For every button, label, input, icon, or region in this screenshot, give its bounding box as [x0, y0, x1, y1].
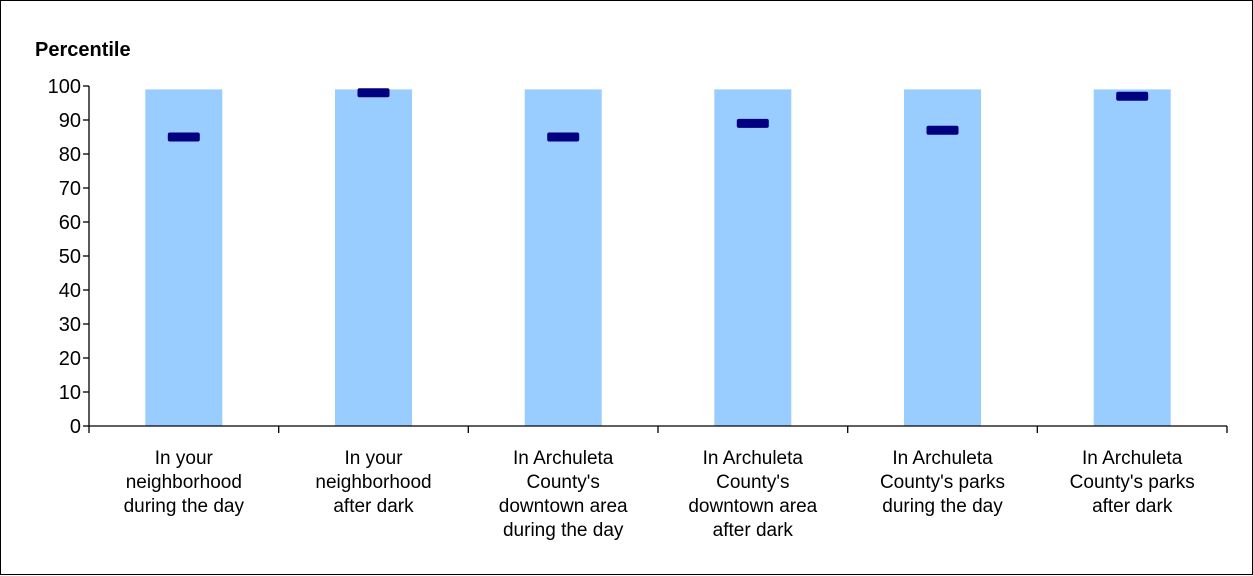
y-tick-label: 50 — [59, 246, 81, 268]
range-bar — [524, 89, 602, 427]
percentile-marker — [167, 132, 200, 142]
axes — [83, 85, 1228, 433]
y-tick-label: 80 — [59, 144, 81, 166]
range-bar — [714, 89, 792, 427]
y-tick-label: 100 — [48, 76, 81, 98]
y-tick-label: 60 — [59, 212, 81, 234]
y-tick-label: 10 — [59, 382, 81, 404]
x-tick-label: In Archuleta County's parks after dark — [1070, 448, 1195, 517]
percentile-marker — [1116, 91, 1149, 101]
y-axis-title: Percentile — [35, 39, 131, 61]
y-tick-label: 30 — [59, 314, 81, 336]
y-tick-label: 70 — [59, 178, 81, 200]
x-tick-label: In Archuleta County's parks during the day — [880, 448, 1005, 517]
range-bar — [145, 89, 223, 427]
percentile-marker — [926, 125, 959, 135]
range-bar — [904, 89, 981, 427]
percentile-marker — [736, 118, 769, 128]
x-tick-label: In your neighborhood after dark — [315, 448, 431, 517]
range-bars — [145, 89, 1171, 427]
x-category-labels: In your neighborhood during the day In your… — [124, 448, 1195, 541]
y-tick-label: 40 — [59, 280, 81, 302]
range-bar — [335, 89, 412, 427]
percentile-marker — [357, 88, 390, 98]
y-tick-label: 0 — [70, 416, 81, 438]
y-tick-label: 20 — [59, 348, 81, 370]
y-tick-label: 90 — [59, 110, 81, 132]
y-tick-labels: 0 10 20 30 40 50 60 70 80 90 100 — [48, 76, 81, 438]
x-tick-label: In your neighborhood during the day — [124, 448, 245, 517]
percentile-markers — [167, 88, 1149, 142]
x-tick-label: In Archuleta County's downtown area during … — [499, 448, 628, 541]
range-bar — [1093, 89, 1171, 427]
percentile-marker — [547, 132, 580, 142]
x-tick-label: In Archuleta County's downtown area after d… — [688, 448, 817, 541]
